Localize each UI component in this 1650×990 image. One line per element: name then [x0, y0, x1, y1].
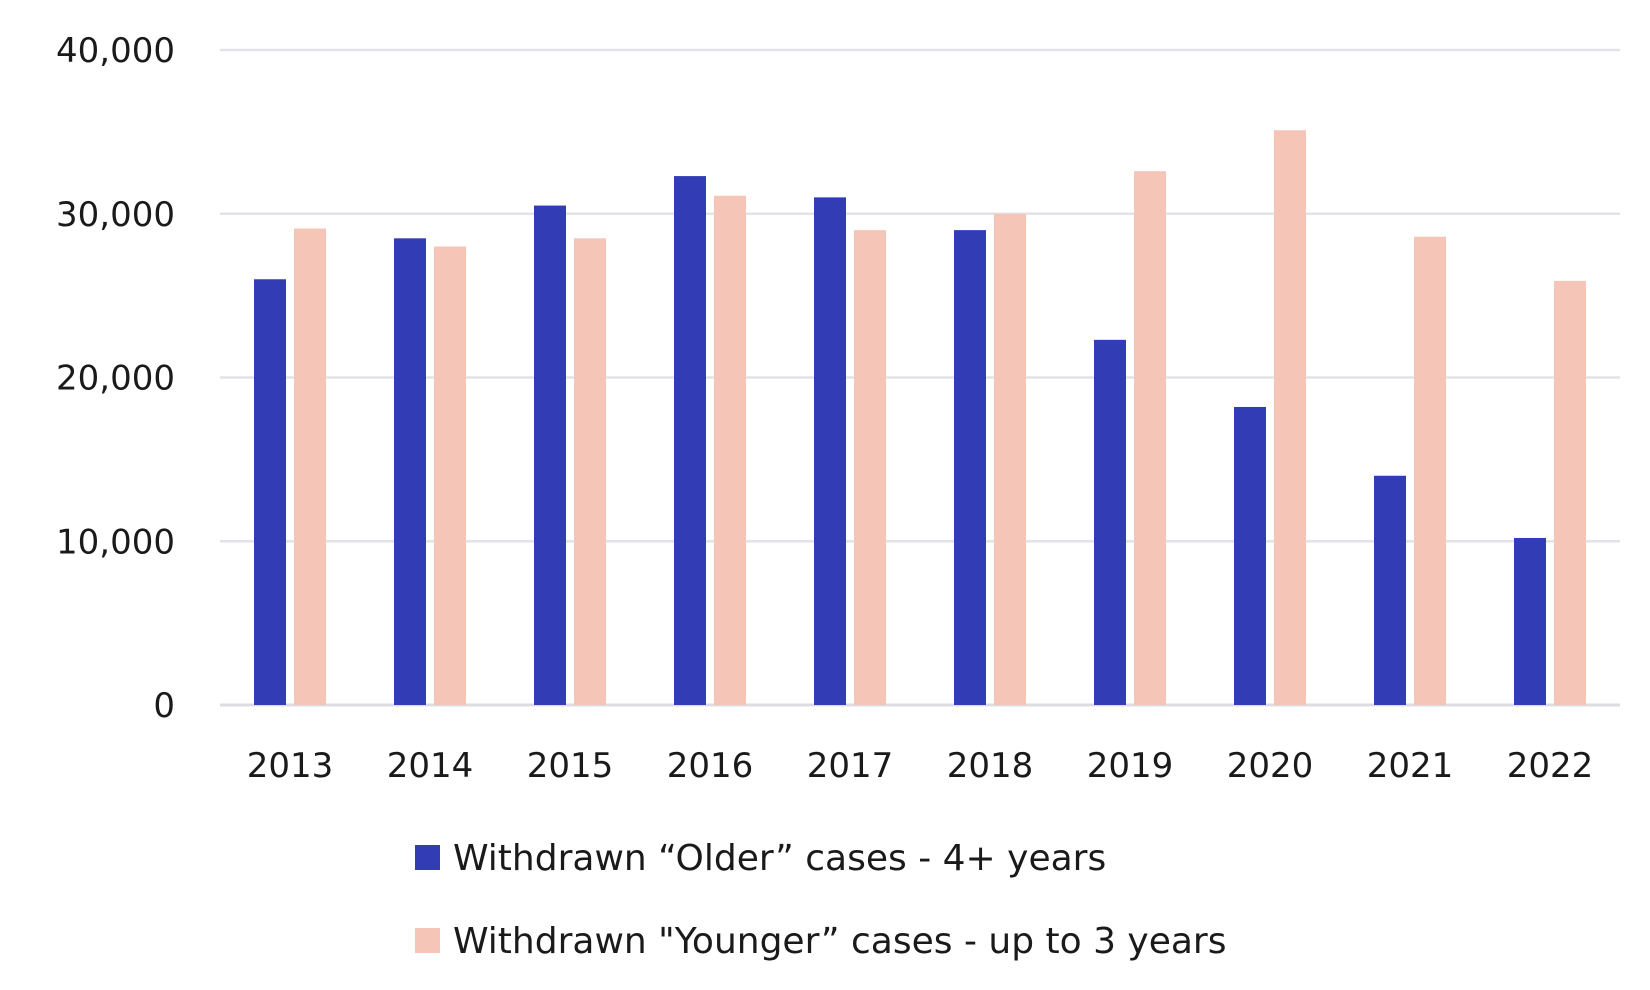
- x-tick-label: 2017: [807, 746, 894, 786]
- x-tick-label: 2014: [387, 746, 474, 786]
- bar-younger-2017: [854, 230, 886, 705]
- bar-younger-2016: [714, 195, 746, 706]
- bar-younger-2020: [1274, 130, 1306, 706]
- bar-older-2015: [534, 205, 566, 705]
- bar-older-2014: [394, 238, 426, 705]
- bar-older-2018: [954, 230, 986, 705]
- bar-younger-2022: [1554, 280, 1586, 705]
- legend-swatch: [415, 845, 440, 870]
- bar-younger-2021: [1414, 236, 1446, 706]
- x-tick-label: 2019: [1087, 746, 1174, 786]
- y-tick-label: 30,000: [56, 195, 175, 235]
- legend-swatch: [415, 928, 440, 953]
- bar-younger-2015: [574, 238, 606, 705]
- x-tick-label: 2021: [1367, 746, 1454, 786]
- legend-label: Withdrawn “Older” cases - 4+ years: [453, 838, 1106, 879]
- x-tick-label: 2016: [667, 746, 754, 786]
- y-tick-label: 0: [153, 686, 175, 726]
- y-tick-label: 10,000: [56, 522, 175, 562]
- bars: [254, 130, 1586, 706]
- legend-item: Withdrawn "Younger” cases - up to 3 year…: [415, 921, 1227, 962]
- bar-younger-2014: [434, 246, 466, 705]
- bar-older-2016: [674, 176, 706, 705]
- bar-younger-2013: [294, 228, 326, 706]
- bar-older-2017: [814, 197, 846, 705]
- bar-younger-2019: [1134, 171, 1166, 706]
- legend: Withdrawn “Older” cases - 4+ years Withdr…: [415, 838, 1227, 962]
- x-axis-tick-labels: 2013 2014 2015 2016 2017 2018 2019 2020 2021 2022: [247, 746, 1594, 786]
- legend-label: Withdrawn "Younger” cases - up to 3 year…: [453, 921, 1227, 962]
- y-tick-label: 40,000: [56, 31, 175, 71]
- bar-younger-2018: [994, 213, 1026, 705]
- gridlines: [220, 48, 1620, 707]
- legend-item: Withdrawn “Older” cases - 4+ years: [415, 838, 1106, 879]
- bar-older-2020: [1234, 406, 1266, 705]
- bar-older-2022: [1514, 537, 1546, 705]
- bar-older-2019: [1094, 339, 1126, 705]
- x-tick-label: 2022: [1507, 746, 1594, 786]
- y-tick-label: 20,000: [56, 359, 175, 399]
- x-tick-label: 2020: [1227, 746, 1314, 786]
- x-tick-label: 2018: [947, 746, 1034, 786]
- bar-older-2021: [1374, 475, 1406, 705]
- y-axis-tick-labels: 0 10,000 20,000 30,000 40,000: [56, 31, 175, 726]
- x-tick-label: 2013: [247, 746, 334, 786]
- x-tick-label: 2015: [527, 746, 614, 786]
- bar-older-2013: [254, 279, 286, 705]
